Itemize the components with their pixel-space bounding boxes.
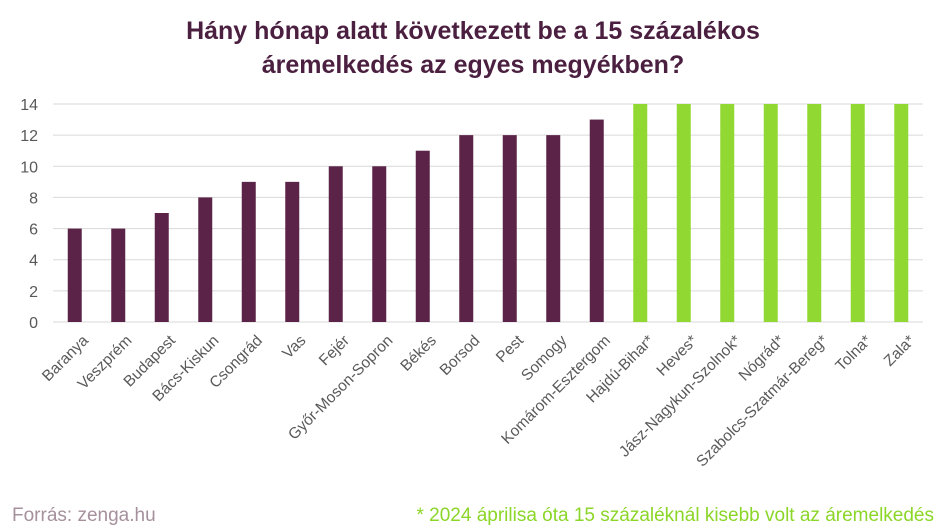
- bar: [676, 104, 691, 322]
- bar: [546, 135, 561, 322]
- x-tick-label: Békés: [397, 332, 440, 375]
- bar: [198, 197, 213, 322]
- y-tick-label: 14: [20, 97, 38, 114]
- gridlines: [53, 103, 923, 323]
- bar: [154, 213, 169, 322]
- x-tick-label: Pest: [493, 332, 527, 366]
- bar: [720, 104, 735, 322]
- x-tick-label: Tolna*: [832, 332, 874, 374]
- y-tick-label: 4: [29, 253, 38, 270]
- bar: [372, 166, 387, 322]
- bar: [589, 119, 604, 322]
- bar: [241, 181, 256, 322]
- source-text: Forrás: zenga.hu: [12, 505, 156, 526]
- x-tick-label: Vas: [279, 332, 309, 362]
- y-tick-label: 2: [29, 284, 38, 301]
- bars: [67, 104, 909, 322]
- bar: [894, 104, 909, 322]
- y-tick-label: 12: [20, 128, 38, 145]
- bar: [285, 181, 300, 322]
- chart-title-line-1: Hány hónap alatt következett be a 15 szá…: [186, 17, 760, 45]
- footnote-text: * 2024 áprilisa óta 15 százaléknál kiseb…: [416, 505, 934, 526]
- bar: [850, 104, 865, 322]
- bar: [415, 150, 430, 322]
- bar: [633, 104, 648, 322]
- y-axis: 0 2 4 6 8 10 12 14: [20, 97, 38, 332]
- y-tick-label: 8: [29, 190, 38, 207]
- bar: [502, 135, 517, 322]
- bar: [459, 135, 474, 322]
- bar: [763, 104, 778, 322]
- chart-title-line-2: áremelkedés az egyes megyékben?: [261, 51, 685, 79]
- bar: [328, 166, 343, 322]
- bar: [111, 228, 126, 322]
- bar: [67, 228, 82, 322]
- y-tick-label: 0: [29, 315, 38, 332]
- chart-title: Hány hónap alatt következett be a 15 szá…: [0, 14, 946, 82]
- x-tick-label: Zala*: [881, 332, 919, 370]
- x-tick-label: Borsod: [437, 332, 484, 379]
- x-axis: BaranyaVeszprémBudapestBács-KiskunCsongr…: [39, 332, 918, 471]
- x-tick-label: Fejér: [316, 332, 353, 369]
- bar: [807, 104, 822, 322]
- y-tick-label: 6: [29, 222, 38, 239]
- y-tick-label: 10: [20, 159, 38, 176]
